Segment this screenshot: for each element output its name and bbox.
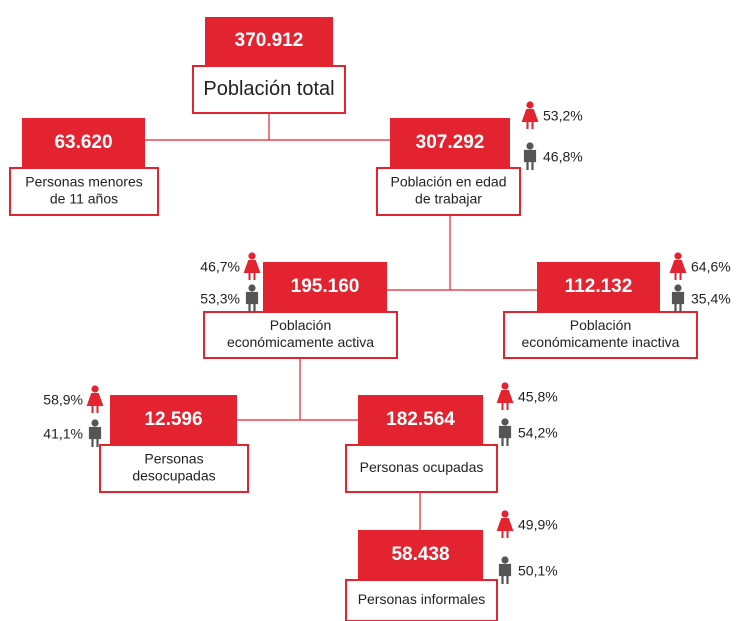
female-icon-body <box>496 390 514 410</box>
node: 58.438 Personas informales 49,9% 50,1% <box>345 510 558 621</box>
node-value: 63.620 <box>54 132 112 153</box>
value-box <box>110 395 237 445</box>
node-label: de 11 años <box>50 191 118 207</box>
node-value: 58.438 <box>391 544 449 565</box>
label-box <box>503 311 698 359</box>
value-box <box>537 262 660 312</box>
female-percent: 49,9% <box>518 517 558 533</box>
male-icon-head <box>674 284 682 292</box>
node-label: económicamente inactiva <box>522 334 680 350</box>
female-icon-head <box>501 382 509 390</box>
label-box <box>192 65 346 114</box>
female-percent: 45,8% <box>518 389 558 405</box>
node-label: Población <box>270 317 332 333</box>
female-icon-head <box>91 385 99 393</box>
female-icon-body <box>496 518 514 538</box>
node-label: Personas menores <box>25 174 143 190</box>
node-label: Personas <box>144 451 203 467</box>
label-box <box>376 167 521 216</box>
male-icon-body <box>498 425 512 446</box>
label-box <box>345 444 498 493</box>
male-percent: 35,4% <box>691 291 731 307</box>
node-value: 370.912 <box>235 30 304 51</box>
value-box <box>358 530 483 580</box>
female-icon-body <box>243 260 261 280</box>
male-icon-head <box>501 418 509 426</box>
female-icon-body <box>669 260 687 280</box>
connector <box>387 215 537 291</box>
female-icon-head <box>248 252 256 260</box>
value-box <box>358 395 483 445</box>
value-box <box>263 262 387 312</box>
male-icon-head <box>91 419 99 427</box>
male-icon-body <box>523 149 537 170</box>
node-label: Personas ocupadas <box>360 459 484 475</box>
female-icon-head <box>501 510 509 518</box>
male-icon-body <box>671 291 685 312</box>
connector <box>237 358 358 421</box>
label-box <box>203 311 398 359</box>
male-icon-body <box>88 426 102 447</box>
female-percent: 58,9% <box>43 392 83 408</box>
female-icon-body <box>86 393 104 413</box>
male-icon-head <box>526 142 534 150</box>
male-percent: 53,3% <box>200 291 240 307</box>
node-label: Personas informales <box>358 591 486 607</box>
male-icon-head <box>501 556 509 564</box>
value-box <box>22 118 145 168</box>
node-value: 12.596 <box>144 409 202 430</box>
node-label: Población <box>570 317 632 333</box>
node-label: de trabajar <box>415 191 482 207</box>
male-icon-head <box>248 284 256 292</box>
node-label: desocupadas <box>132 468 215 484</box>
node-value: 182.564 <box>386 409 455 430</box>
value-box <box>390 118 510 168</box>
female-icon-head <box>674 252 682 260</box>
female-icon-head <box>526 101 534 109</box>
connector <box>145 113 390 141</box>
female-icon-body <box>521 109 539 129</box>
male-percent: 46,8% <box>543 149 583 165</box>
male-percent: 41,1% <box>43 426 83 442</box>
node: 182.564 Personas ocupadas 45,8% 54,2% <box>345 382 558 493</box>
node-label: Población en edad <box>391 174 507 190</box>
node-value: 307.292 <box>416 132 485 153</box>
node-value: 112.132 <box>565 276 633 297</box>
label-box <box>99 444 249 493</box>
node-label: Población total <box>203 78 334 100</box>
male-icon-body <box>498 563 512 584</box>
female-percent: 46,7% <box>200 259 240 275</box>
connectors <box>145 113 537 530</box>
node-value: 195.160 <box>291 276 360 297</box>
female-percent: 53,2% <box>543 108 583 124</box>
male-icon-body <box>245 291 259 312</box>
node-label: económicamente activa <box>227 334 374 350</box>
node: 370.912 Población total <box>192 17 346 114</box>
male-percent: 50,1% <box>518 563 558 579</box>
male-percent: 54,2% <box>518 425 558 441</box>
value-box <box>205 17 333 65</box>
label-box <box>9 167 159 216</box>
label-box <box>345 579 498 621</box>
female-percent: 64,6% <box>691 259 731 275</box>
